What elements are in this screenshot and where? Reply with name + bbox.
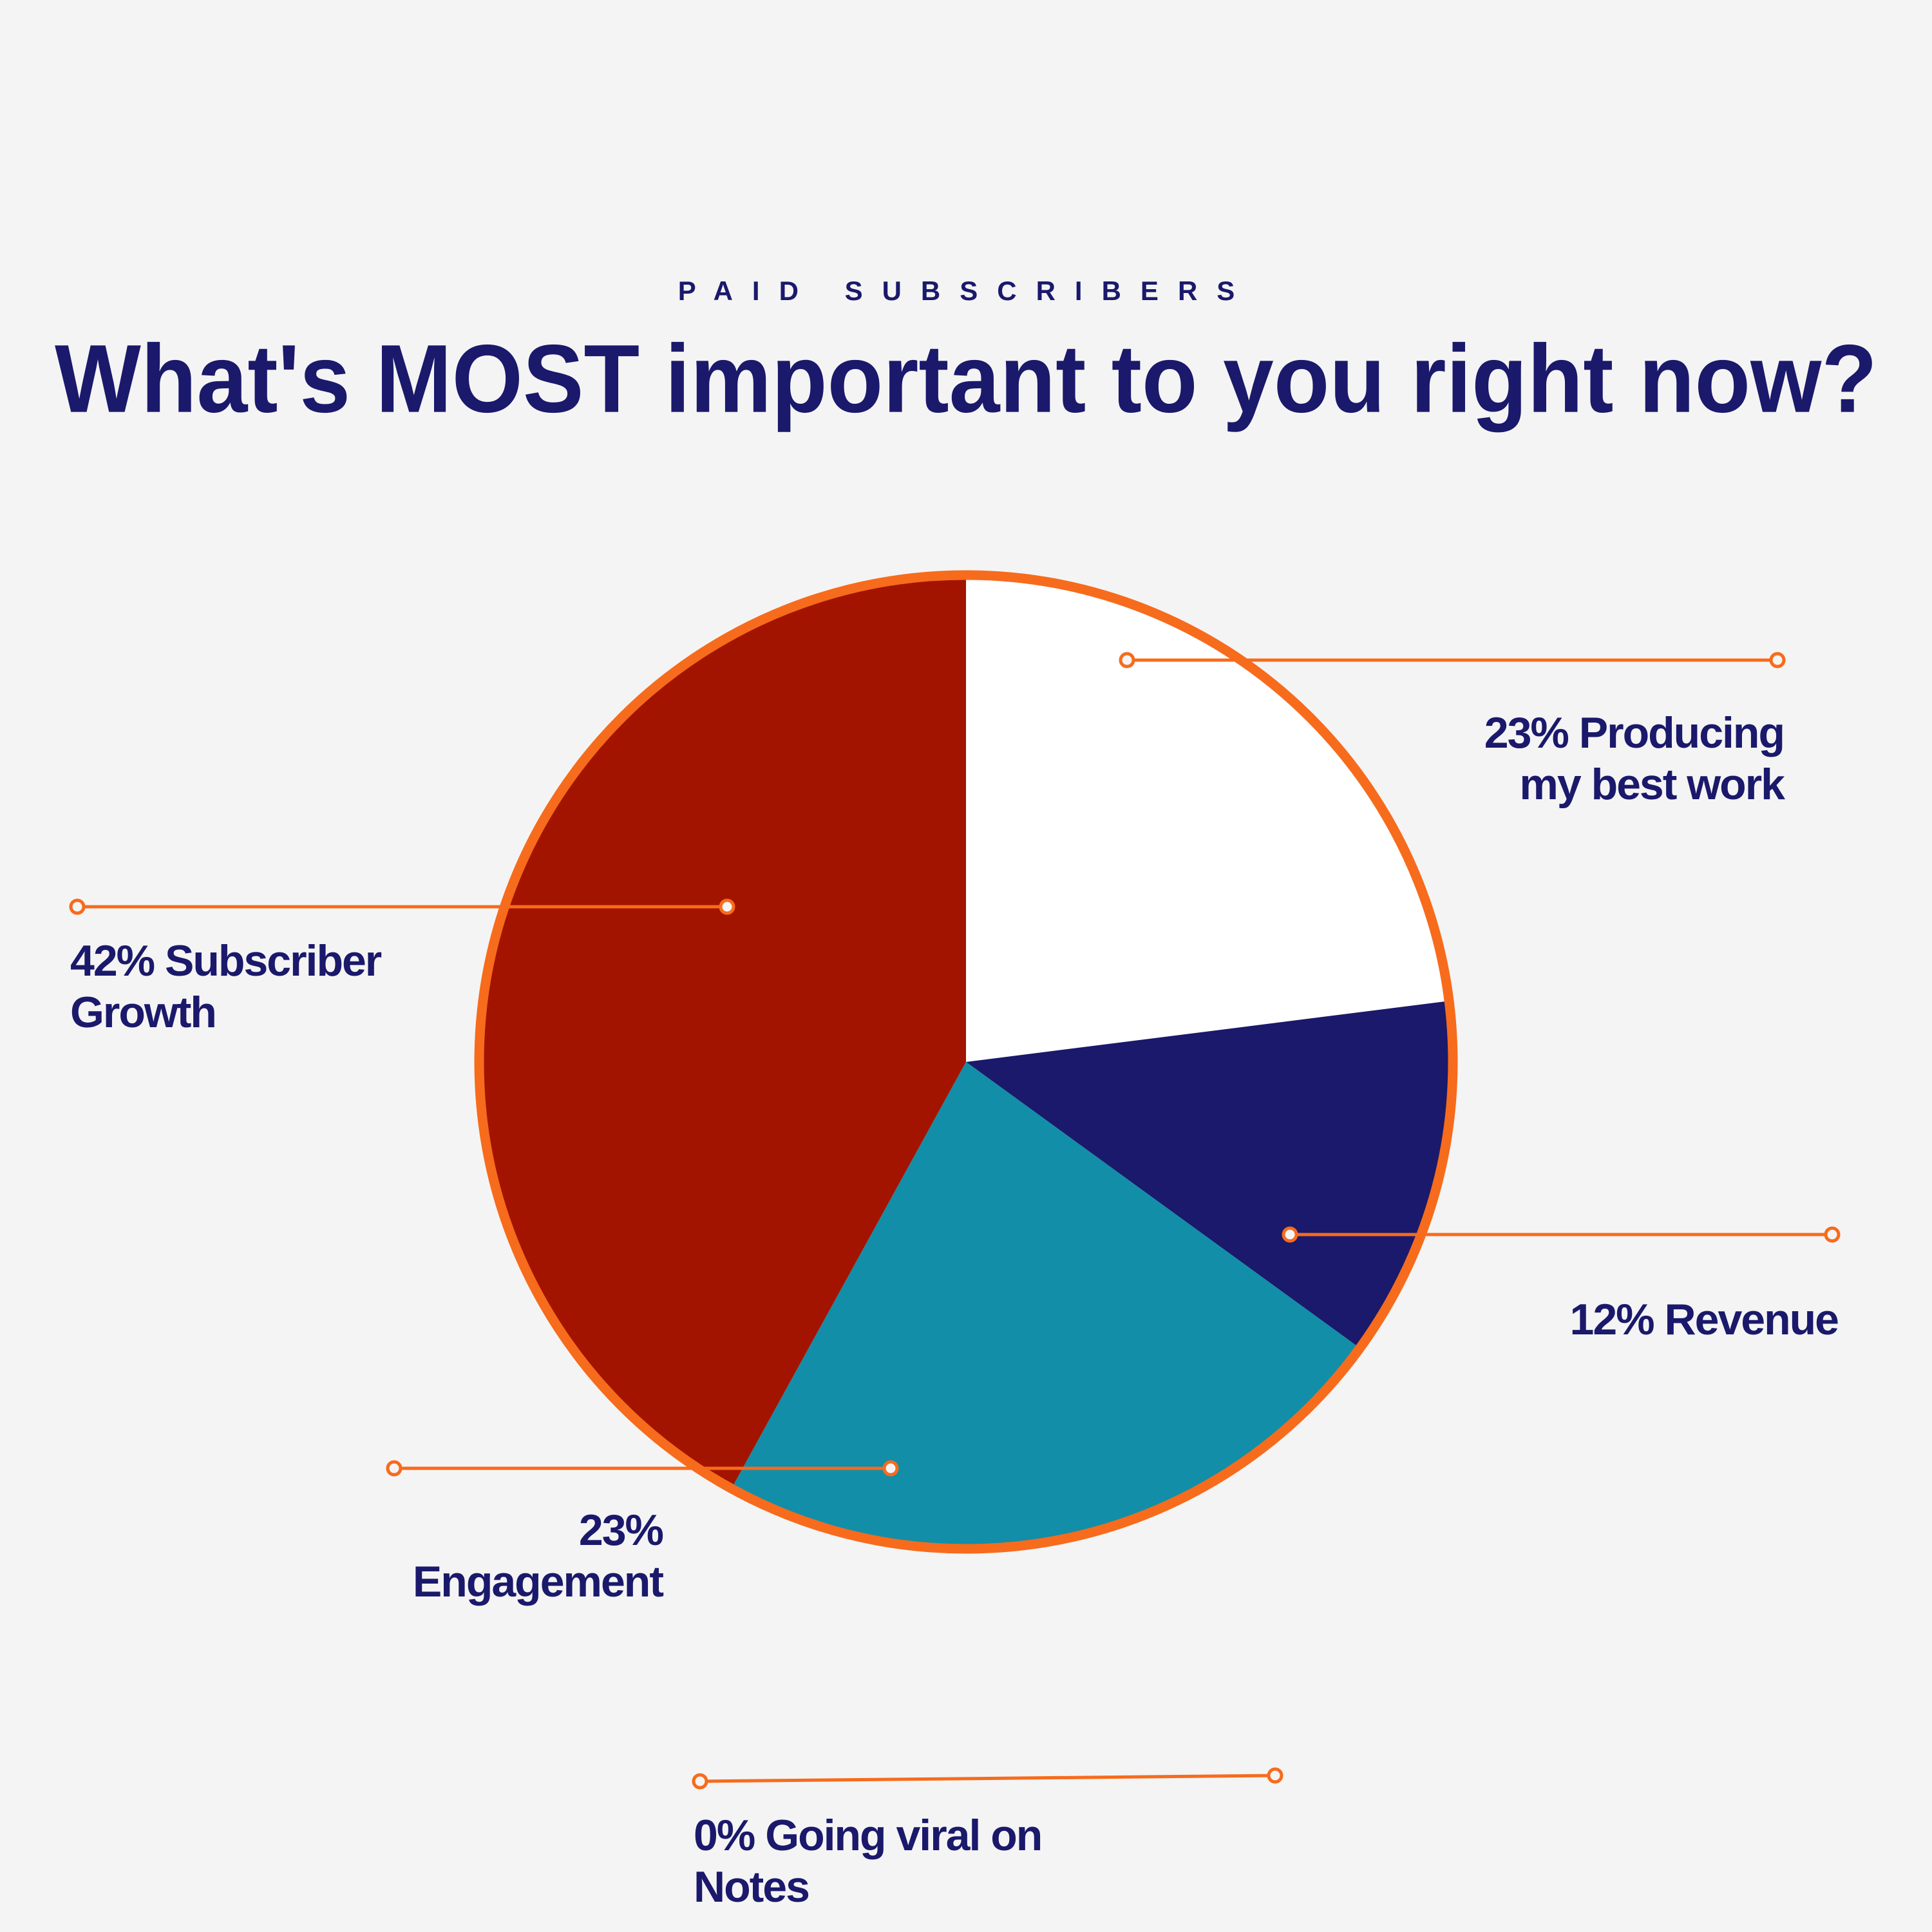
pie-slice [966, 1001, 1453, 1349]
pie-border [474, 570, 1458, 1554]
leader-dot [882, 1460, 899, 1477]
slice-label: 23% Engagement [379, 1504, 664, 1607]
value-label: 0% [694, 1811, 755, 1860]
leader-dot [69, 898, 86, 915]
leader-dot [1282, 1226, 1298, 1243]
value-label: 42% [70, 936, 155, 985]
slice-label: 0% Going viral on Notes [694, 1810, 1106, 1913]
category-label: Subscriber Growth [70, 936, 382, 1037]
pie-slice [966, 575, 1450, 1062]
leader-dot [1119, 652, 1135, 668]
chart-subtitle: PAID SUBSCRIBERS [678, 276, 1255, 306]
category-label: Going viral on Notes [694, 1811, 1043, 1911]
category-label: Producing my best work [1519, 708, 1785, 809]
leader-dot [386, 1460, 402, 1477]
pie-slice [478, 575, 966, 1489]
leader-dot [692, 1773, 708, 1790]
slice-label: 42% Subscriber Growth [70, 935, 431, 1038]
chart-title: What's MOST important to you right now? [55, 325, 1877, 433]
value-label: 23% [1484, 708, 1569, 757]
slice-label: 12% Revenue [1387, 1294, 1839, 1345]
pie-slice [731, 1062, 1360, 1549]
value-label: 23% [578, 1506, 664, 1555]
leader-dot [1267, 1767, 1283, 1784]
category-label: Revenue [1664, 1295, 1839, 1344]
leader-line [699, 1774, 1276, 1783]
leader-dot [1769, 652, 1786, 668]
slice-label: 23% Producing my best work [1423, 707, 1785, 810]
leader-dot [1824, 1226, 1841, 1243]
leader-dot [719, 898, 735, 915]
value-label: 12% [1569, 1295, 1655, 1344]
category-label: Engagement [412, 1557, 664, 1606]
